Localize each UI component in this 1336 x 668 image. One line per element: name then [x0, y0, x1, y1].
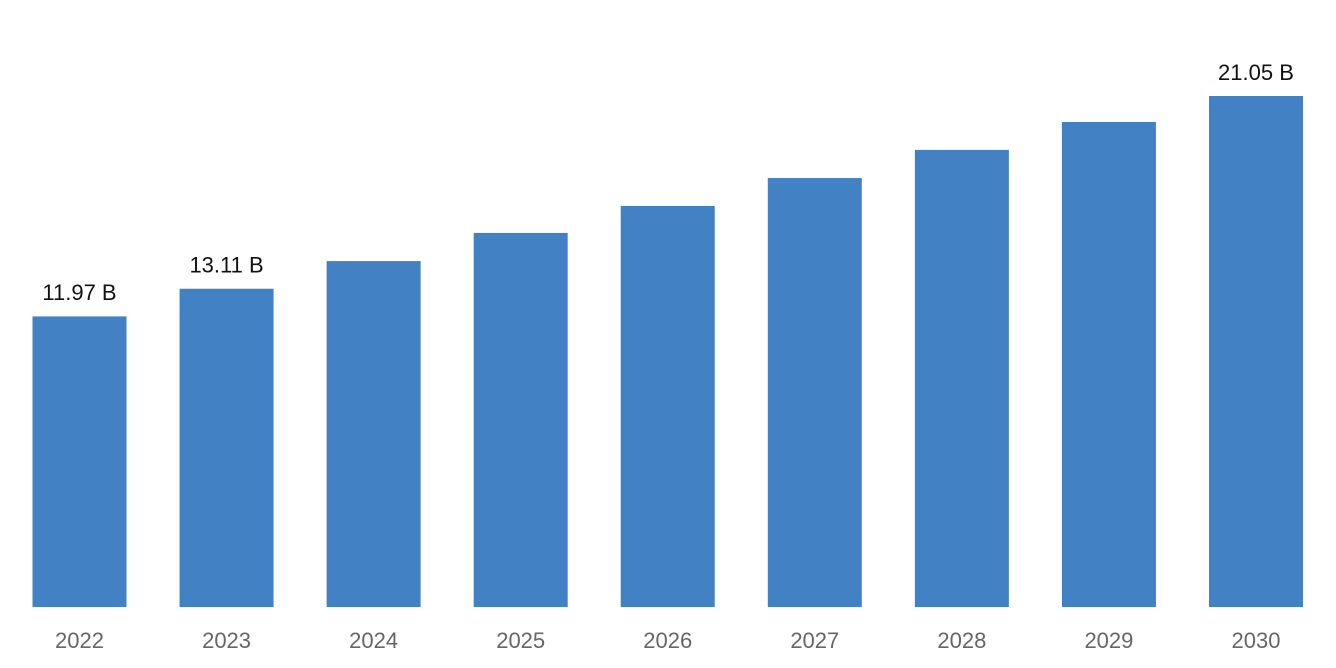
bar: [32, 316, 127, 607]
x-tick-label: 2027: [790, 628, 839, 653]
bar: [473, 232, 568, 608]
bar: [767, 178, 862, 607]
bar: [179, 288, 274, 607]
x-tick-label: 2025: [496, 628, 545, 653]
x-tick-label: 2029: [1084, 628, 1133, 653]
x-tick-label: 2022: [55, 628, 104, 653]
x-tick-label: 2030: [1232, 628, 1281, 653]
bar: [914, 149, 1009, 607]
bar: [326, 261, 421, 607]
bar: [1061, 121, 1156, 607]
value-label: 13.11 B: [189, 253, 263, 278]
bar: [1208, 96, 1303, 607]
bar: [620, 205, 715, 607]
x-tick-label: 2024: [349, 628, 398, 653]
x-tick-label: 2028: [937, 628, 986, 653]
x-tick-label: 2026: [643, 628, 692, 653]
x-tick-label: 2023: [202, 628, 251, 653]
value-label: 21.05 B: [1218, 60, 1294, 85]
value-label: 11.97 B: [42, 280, 116, 305]
